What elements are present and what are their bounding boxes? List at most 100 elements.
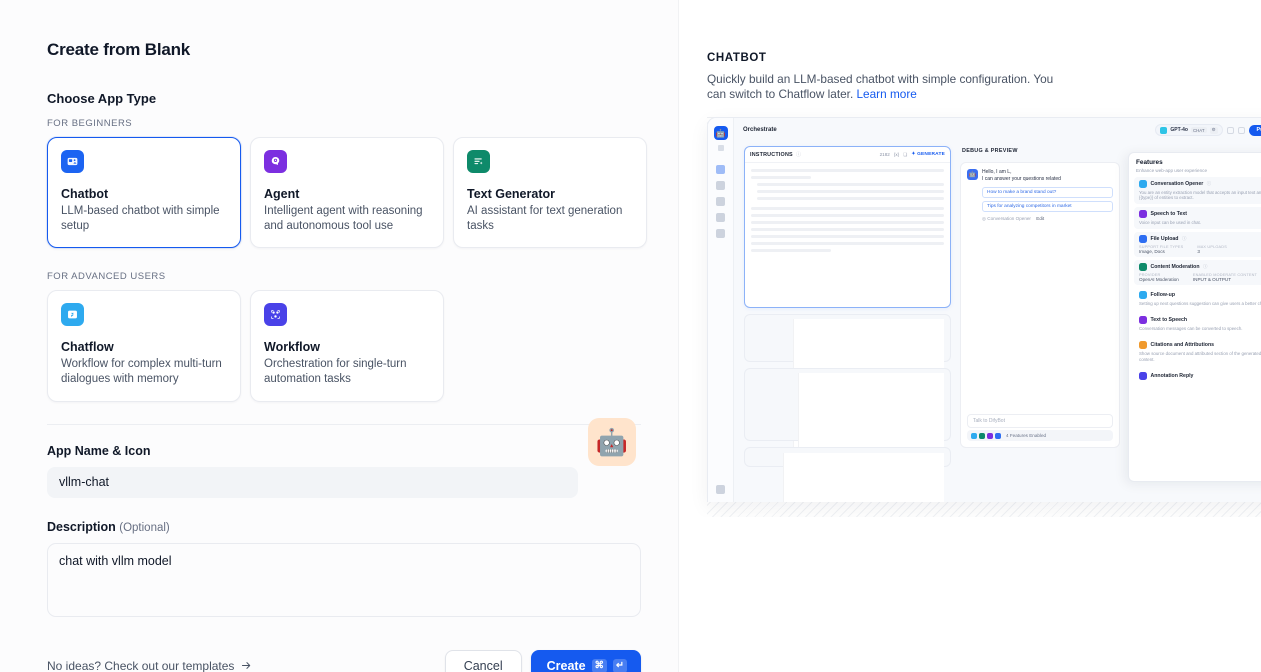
robot-emoji-icon: 🤖	[595, 427, 629, 457]
annotation-reply-icon	[1139, 372, 1147, 381]
conversation-opener-icon	[1139, 179, 1147, 188]
app-name-input[interactable]	[47, 466, 578, 498]
app-type-card-workflow[interactable]: Workflow Orchestration for single-turn a…	[250, 290, 444, 402]
arrow-right-icon	[242, 662, 251, 670]
app-type-card-chatflow[interactable]: Chatflow Workflow for complex multi-turn…	[47, 290, 241, 402]
create-kbd-cmd: ⌘	[591, 658, 608, 672]
greeting-line-2: I can answer your questions related	[982, 176, 1061, 183]
feature-name: Citations and Attributions	[1150, 342, 1215, 349]
preview-variables-header: ⌄ VARIABLES + Add	[745, 315, 950, 502]
text-to-speech-icon	[1139, 316, 1147, 325]
feature-citations-and-attributions: Citations and Attributions Show source d…	[1134, 338, 1261, 366]
app-preview-mock: 🤖 Orchestrate GPT-4o	[707, 117, 1261, 502]
preview-chat-input: Talk to DifyBot	[967, 414, 1113, 428]
follow-up-icon	[1139, 291, 1147, 300]
speech-to-text-icon	[1139, 210, 1147, 219]
feature-row: Speech to Text	[1139, 210, 1261, 219]
card-description: Orchestration for single-turn automation…	[264, 358, 407, 386]
description-textarea[interactable]	[47, 542, 641, 617]
cancel-button[interactable]: Cancel	[444, 649, 522, 672]
divider	[47, 423, 641, 425]
preview-model-chip: GPT-4o CHAT ⚙	[1155, 124, 1223, 136]
skeleton-line	[751, 207, 944, 210]
app-name-row	[47, 466, 678, 498]
choose-app-type-heading: Choose App Type	[47, 91, 157, 106]
preview-publish-button: Publish ⌄	[1248, 124, 1261, 136]
preview-rail-collapse-icon	[716, 485, 725, 494]
feature-sub: Voice input can be used in chat.	[1139, 220, 1202, 226]
preview-rail-orchestrate-icon	[716, 165, 725, 174]
app-type-card-chatbot[interactable]: Chatbot LLM-based chatbot with simple se…	[47, 137, 241, 249]
dialog-footer: No ideas? Check out our templates Cancel…	[47, 649, 641, 672]
card-title: Chatbot	[61, 187, 109, 201]
feature-row: Follow-up	[1139, 291, 1261, 300]
kv-pair: MAX UPLOADS 3	[1197, 245, 1227, 254]
feature-name: Speech to Text	[1150, 211, 1188, 218]
description-optional-text: (Optional)	[119, 521, 170, 534]
preview-generate-label: GENERATE	[917, 152, 945, 157]
preview-features-enabled-bar: 4 Features Enabled	[967, 430, 1113, 441]
feature-row: File Upload ⓘ	[1139, 235, 1261, 244]
description-label-text: Description	[47, 519, 116, 534]
templates-link[interactable]: No ideas? Check out our templates	[47, 659, 253, 672]
preview-chevron-down-icon	[1226, 126, 1234, 134]
preview-topbar: Orchestrate GPT-4o CHAT ⚙ Publish ⌄	[734, 118, 1261, 142]
feature-row: Conversation Opener ⓘ	[1139, 179, 1261, 188]
preview-vision-panel: Vision ⓘ RESOLUTION High Low	[744, 447, 951, 502]
skeleton-line	[751, 176, 811, 179]
file-upload-icon	[1139, 235, 1147, 244]
create-kbd-enter: ↵	[613, 658, 627, 672]
preview-variables-panel: ⌄ VARIABLES + Add {x} expert_name The na…	[744, 314, 951, 502]
create-button[interactable]: Create ⌘ ↵	[530, 649, 641, 672]
preview-knowledge-header: ⌄ KNOWLEDGE Rerank Settings + Add	[745, 369, 950, 502]
app-type-card-agent[interactable]: Agent Intelligent agent with reasoning a…	[250, 137, 444, 249]
kv-pair: SUPPORT FILE TYPES Image, Docs	[1139, 245, 1183, 254]
preview-sidebar: 🤖	[708, 118, 734, 502]
help-circle-icon: ⓘ	[1203, 264, 1208, 270]
preview-copy-icon: ❏	[903, 151, 908, 157]
app-name-label: App Name & Icon	[47, 443, 151, 458]
preview-vision-header: Vision ⓘ RESOLUTION High Low	[745, 448, 950, 502]
skeleton-line	[751, 242, 944, 245]
feature-conversation-opener: Conversation Opener ⓘ You are an entity …	[1134, 176, 1261, 205]
preview-rail-switch-icon	[717, 145, 724, 151]
templates-link-label: No ideas? Check out our templates	[47, 658, 235, 672]
feature-row: Annotation Reply	[1139, 372, 1261, 381]
content-moderation-icon	[1139, 263, 1147, 272]
preview-suggestion: How to make a brand stand out?	[982, 186, 1113, 198]
skeleton-line	[751, 221, 944, 224]
skeleton-line	[751, 249, 831, 252]
beginner-card-list: Chatbot LLM-based chatbot with simple se…	[47, 137, 678, 249]
group-label-advanced: FOR ADVANCED USERS	[47, 271, 166, 283]
info-description: Quickly build an LLM-based chatbot with …	[707, 72, 1057, 102]
feature-dot-icon	[971, 432, 977, 439]
opener-edit-link: Edit	[1036, 215, 1045, 221]
model-provider-icon	[1160, 126, 1168, 134]
kv-pair: PROVIDER OpenAI Moderation	[1139, 273, 1179, 282]
preview-topbar-right: GPT-4o CHAT ⚙ Publish ⌄	[1155, 124, 1261, 136]
chatflow-icon	[61, 303, 84, 327]
preview-features-panel: Features Enhance web-app user experience…	[1128, 152, 1261, 482]
advanced-card-list: Chatflow Workflow for complex multi-turn…	[47, 290, 678, 402]
app-type-card-text-generator[interactable]: Text Generator AI assistant for text gen…	[453, 137, 647, 249]
action-buttons: Cancel Create ⌘ ↵	[444, 649, 641, 672]
app-icon-picker[interactable]: 🤖	[588, 418, 636, 466]
feature-dot-icon	[987, 432, 993, 439]
learn-more-link[interactable]: Learn more	[856, 86, 917, 101]
text-generator-icon	[467, 150, 490, 173]
preview-variable-icon: {x}	[893, 152, 900, 157]
feature-speech-to-text: Speech to Text Voice input can be used i…	[1134, 207, 1261, 230]
feature-sub: Show source document and attributed sect…	[1139, 351, 1261, 363]
feature-sub: Conversation messages can be converted t…	[1139, 326, 1243, 332]
hatch-background	[707, 117, 1261, 517]
preview-model-name: GPT-4o	[1170, 127, 1188, 133]
kv-pair: ENABLED MODERATE CONTENT INPUT & OUTPUT	[1193, 273, 1257, 282]
card-description: AI assistant for text generation tasks	[467, 205, 623, 232]
feature-kv: PROVIDER OpenAI Moderation ENABLED MODER…	[1139, 273, 1261, 282]
skeleton-line	[751, 169, 944, 172]
kv-key: ENABLED MODERATE CONTENT	[1192, 273, 1258, 278]
feature-dot-icon	[995, 432, 1001, 439]
card-description: Intelligent agent with reasoning and aut…	[264, 205, 423, 232]
citations-icon	[1139, 341, 1147, 350]
preview-variables-add: + Add	[792, 319, 944, 502]
